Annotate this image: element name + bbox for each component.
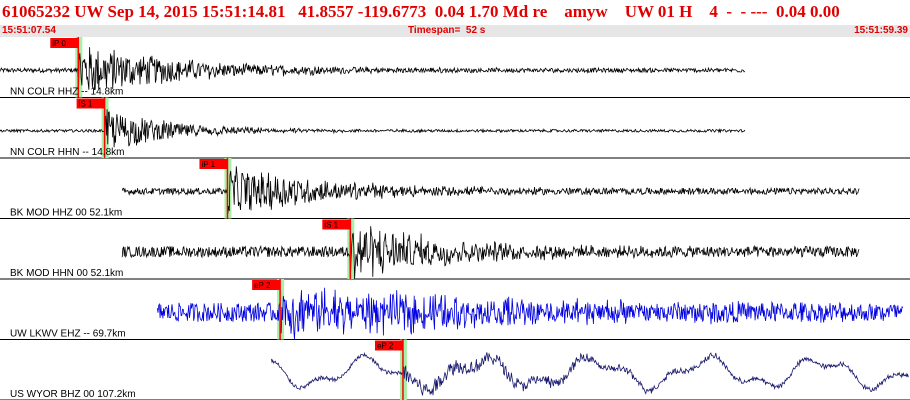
channel-label: NN COLR HHZ -- 14.8km [10, 87, 123, 98]
waveform-trace [121, 226, 860, 280]
pick-label: iP 0 [52, 39, 66, 48]
trace-panel: iP 1 BK MOD HHZ 00 52.1km [0, 158, 910, 219]
pick-box [76, 98, 105, 109]
pick-box [374, 340, 403, 351]
time-axis-bar: 15:51:07.54 Timespan= 52 s 15:51:59.39 [0, 25, 910, 37]
pick-box [252, 280, 281, 290]
channel-label: BK MOD HHN 00 52.1km [10, 268, 123, 279]
pick-label: eP 2 [254, 281, 271, 290]
record-header: 61065232 UW Sep 14, 2015 15:51:14.81 41.… [0, 0, 910, 37]
trace-panel: iP 0 NN COLR HHZ -- 14.8km [0, 37, 910, 98]
channel-label: BK MOD HHZ 00 52.1km [10, 208, 122, 219]
trace-panel: iS 1 NN COLR HHN -- 14.8km [0, 97, 910, 159]
pick-label: iS 1 [79, 100, 93, 109]
pick-box [199, 159, 228, 169]
pick-box [322, 219, 351, 230]
pick-label: eP 2 [377, 342, 394, 351]
trace-panel: eP 2 US WYOR BHZ 00 107.2km [0, 339, 910, 400]
waveform-trace [121, 166, 860, 214]
seismogram-traces: iP 0 NN COLR HHZ -- 14.8km iS 1 NN COLR HHN… [0, 37, 910, 400]
waveform-trace [0, 109, 746, 148]
trace-panel: iS 1 BK MOD HHN 00 52.1km [0, 218, 910, 280]
timespan-label: Timespan= 52 s [408, 25, 486, 36]
channel-label: US WYOR BHZ 00 107.2km [10, 389, 136, 400]
event-summary-title: 61065232 UW Sep 14, 2015 15:51:14.81 41.… [2, 2, 840, 21]
waveform-trace [156, 287, 904, 340]
end-time-label: 15:51:59.39 [854, 25, 908, 36]
waveform-trace [0, 47, 746, 98]
channel-label: NN COLR HHN -- 14.8km [10, 147, 124, 158]
pick-label: iP 1 [201, 160, 215, 169]
pick-box [50, 38, 79, 48]
trace-panel: eP 2 UW LKWV EHZ -- 69.7km [0, 279, 910, 340]
waveform-trace [270, 351, 909, 396]
start-time-label: 15:51:07.54 [2, 25, 56, 36]
channel-label: UW LKWV EHZ -- 69.7km [10, 329, 126, 340]
pick-label: iS 1 [324, 221, 338, 230]
